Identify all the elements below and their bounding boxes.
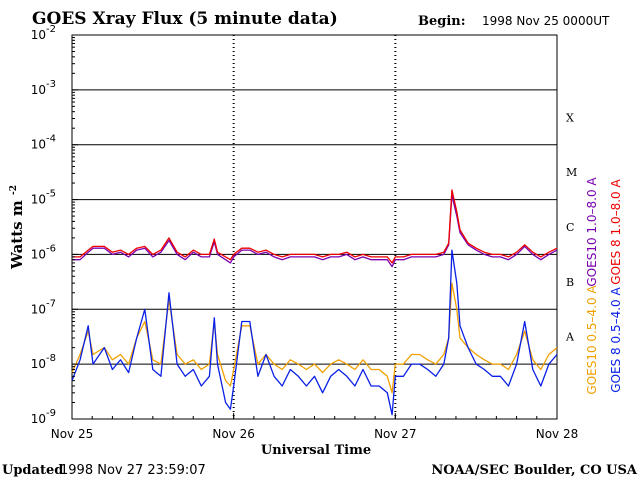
y-tick-base: 10 <box>31 412 46 426</box>
y-tick-base: 10 <box>31 302 46 316</box>
series-line-3 <box>71 249 558 416</box>
series-line-2 <box>71 282 558 394</box>
y-tick-base: 10 <box>31 28 46 42</box>
y-tick-label: 10-2 <box>31 24 56 42</box>
day-tick-marks <box>232 35 397 419</box>
y-tick-labels: 10-210-310-410-510-610-710-810-9 <box>31 24 78 426</box>
flare-class-label: A <box>565 331 575 344</box>
x-tick-label: Nov 26 <box>212 427 255 441</box>
x-tick-label: Nov 27 <box>374 427 417 441</box>
y-tick-exponent: -4 <box>46 134 56 145</box>
legend-goes8-long: GOES 8 1.0–8.0 A <box>609 179 623 285</box>
updated-label: Updated <box>2 463 63 478</box>
y-axis-label-exponent: -2 <box>9 185 19 195</box>
series-line-0 <box>72 194 558 268</box>
y-axis-label-text: Watts m <box>8 200 26 270</box>
legend-goes10-long: GOES10 1.0–8.0 A <box>585 177 599 287</box>
y-tick-exponent: -5 <box>46 189 56 200</box>
flare-class-labels: X M C B A <box>565 111 577 343</box>
y-tick-base: 10 <box>31 138 46 152</box>
y-tick-base: 10 <box>31 193 46 207</box>
data-series <box>71 189 558 416</box>
begin-label: Begin: <box>418 14 466 29</box>
legend-goes10-short: GOES10 0.5–4.0 A <box>585 285 599 395</box>
updated-value: 1998 Nov 27 23:59:07 <box>60 463 206 478</box>
chart-title: GOES Xray Flux (5 minute data) <box>32 9 338 29</box>
y-tick-label: 10-6 <box>31 243 56 261</box>
y-tick-exponent: -8 <box>46 353 56 364</box>
y-tick-label: 10-3 <box>31 79 56 97</box>
flare-class-label: X <box>566 111 574 124</box>
begin-value: 1998 Nov 25 0000UT <box>482 14 610 28</box>
flare-class-label: C <box>566 221 574 234</box>
y-tick-label: 10-8 <box>31 353 56 371</box>
y-tick-label: 10-5 <box>31 189 56 207</box>
y-axis-label: Watts m -2 <box>8 185 26 270</box>
series-line-1 <box>72 189 558 264</box>
y-tick-base: 10 <box>31 83 46 97</box>
flare-class-label: M <box>566 166 577 179</box>
y-tick-label: 10-7 <box>31 298 56 316</box>
x-tick-label: Nov 25 <box>51 427 94 441</box>
y-tick-exponent: -6 <box>46 243 56 254</box>
y-tick-base: 10 <box>31 357 46 371</box>
flare-class-label: B <box>566 276 574 289</box>
source-credit: NOAA/SEC Boulder, CO USA <box>431 463 638 478</box>
y-tick-base: 10 <box>31 247 46 261</box>
y-tick-exponent: -7 <box>46 298 56 309</box>
x-tick-labels: Nov 25 Nov 26 Nov 27 Nov 28 <box>51 413 579 441</box>
y-tick-label: 10-4 <box>31 134 56 152</box>
y-tick-exponent: -2 <box>46 24 56 35</box>
x-axis-label: Universal Time <box>261 443 371 458</box>
x-tick-label: Nov 28 <box>536 427 579 441</box>
legend-goes8-short: GOES 8 0.5–4.0 A <box>609 287 623 393</box>
plot-frame <box>71 34 558 420</box>
y-tick-exponent: -3 <box>46 79 56 90</box>
y-tick-exponent: -9 <box>46 408 56 419</box>
y-tick-label: 10-9 <box>31 408 56 426</box>
